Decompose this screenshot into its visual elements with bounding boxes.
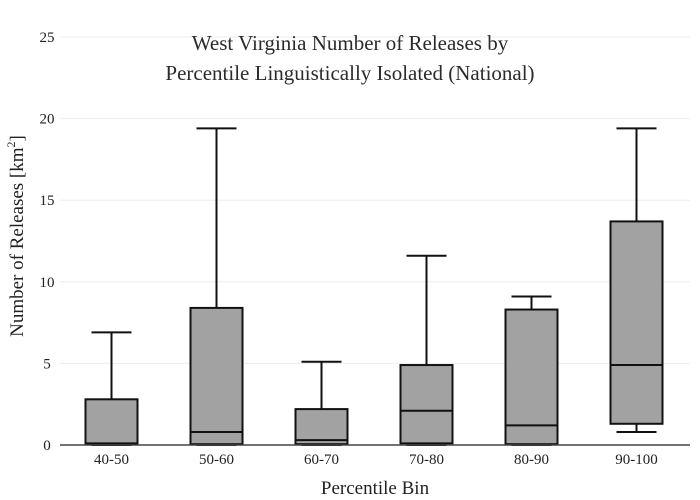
y-tick-label: 10 xyxy=(40,275,55,291)
axis-layer: 0 5 10 15 20 25 40-50 50-60 60-70 70-80 80-90 90-10… xyxy=(40,30,690,468)
y-tick-label: 15 xyxy=(40,193,55,209)
y-axis-label-suffix: ] xyxy=(7,135,28,141)
x-tick-label: 40-50 xyxy=(94,452,129,468)
iqr-box xyxy=(399,364,454,445)
x-tick-label: 80-90 xyxy=(514,452,549,468)
y-axis-label-superscript: 2 xyxy=(4,141,18,147)
y-tick-label: 5 xyxy=(43,356,51,372)
x-tick-label: 50-60 xyxy=(199,452,234,468)
x-axis-label: Percentile Bin xyxy=(321,478,430,499)
box-50-60 xyxy=(189,127,244,446)
box-90-100 xyxy=(609,127,664,433)
box-layer xyxy=(84,127,664,446)
iqr-box xyxy=(294,408,349,446)
x-tick-label: 70-80 xyxy=(409,452,444,468)
iqr-box xyxy=(84,398,139,446)
grid-layer xyxy=(60,36,690,364)
box-70-80 xyxy=(399,254,454,446)
y-tick-label: 20 xyxy=(40,112,55,128)
box-80-90 xyxy=(504,295,559,446)
iqr-box xyxy=(609,220,664,425)
y-axis-label: Number of Releases [km2] xyxy=(4,135,28,337)
x-tick-label: 90-100 xyxy=(615,452,658,468)
y-axis-label-main: Number of Releases [km xyxy=(7,147,28,337)
chart-title-line-2: Percentile Linguistically Isolated (Nati… xyxy=(165,61,534,85)
iqr-box xyxy=(504,308,559,446)
chart-title-line-1: West Virginia Number of Releases by xyxy=(192,31,509,55)
x-tick-label: 60-70 xyxy=(304,452,339,468)
text-layer: West Virginia Number of Releases by Perc… xyxy=(4,31,535,499)
iqr-box xyxy=(189,306,244,446)
box-40-50 xyxy=(84,331,139,446)
y-tick-label: 25 xyxy=(40,30,55,46)
box-60-70 xyxy=(294,360,349,446)
y-tick-label: 0 xyxy=(43,438,51,454)
